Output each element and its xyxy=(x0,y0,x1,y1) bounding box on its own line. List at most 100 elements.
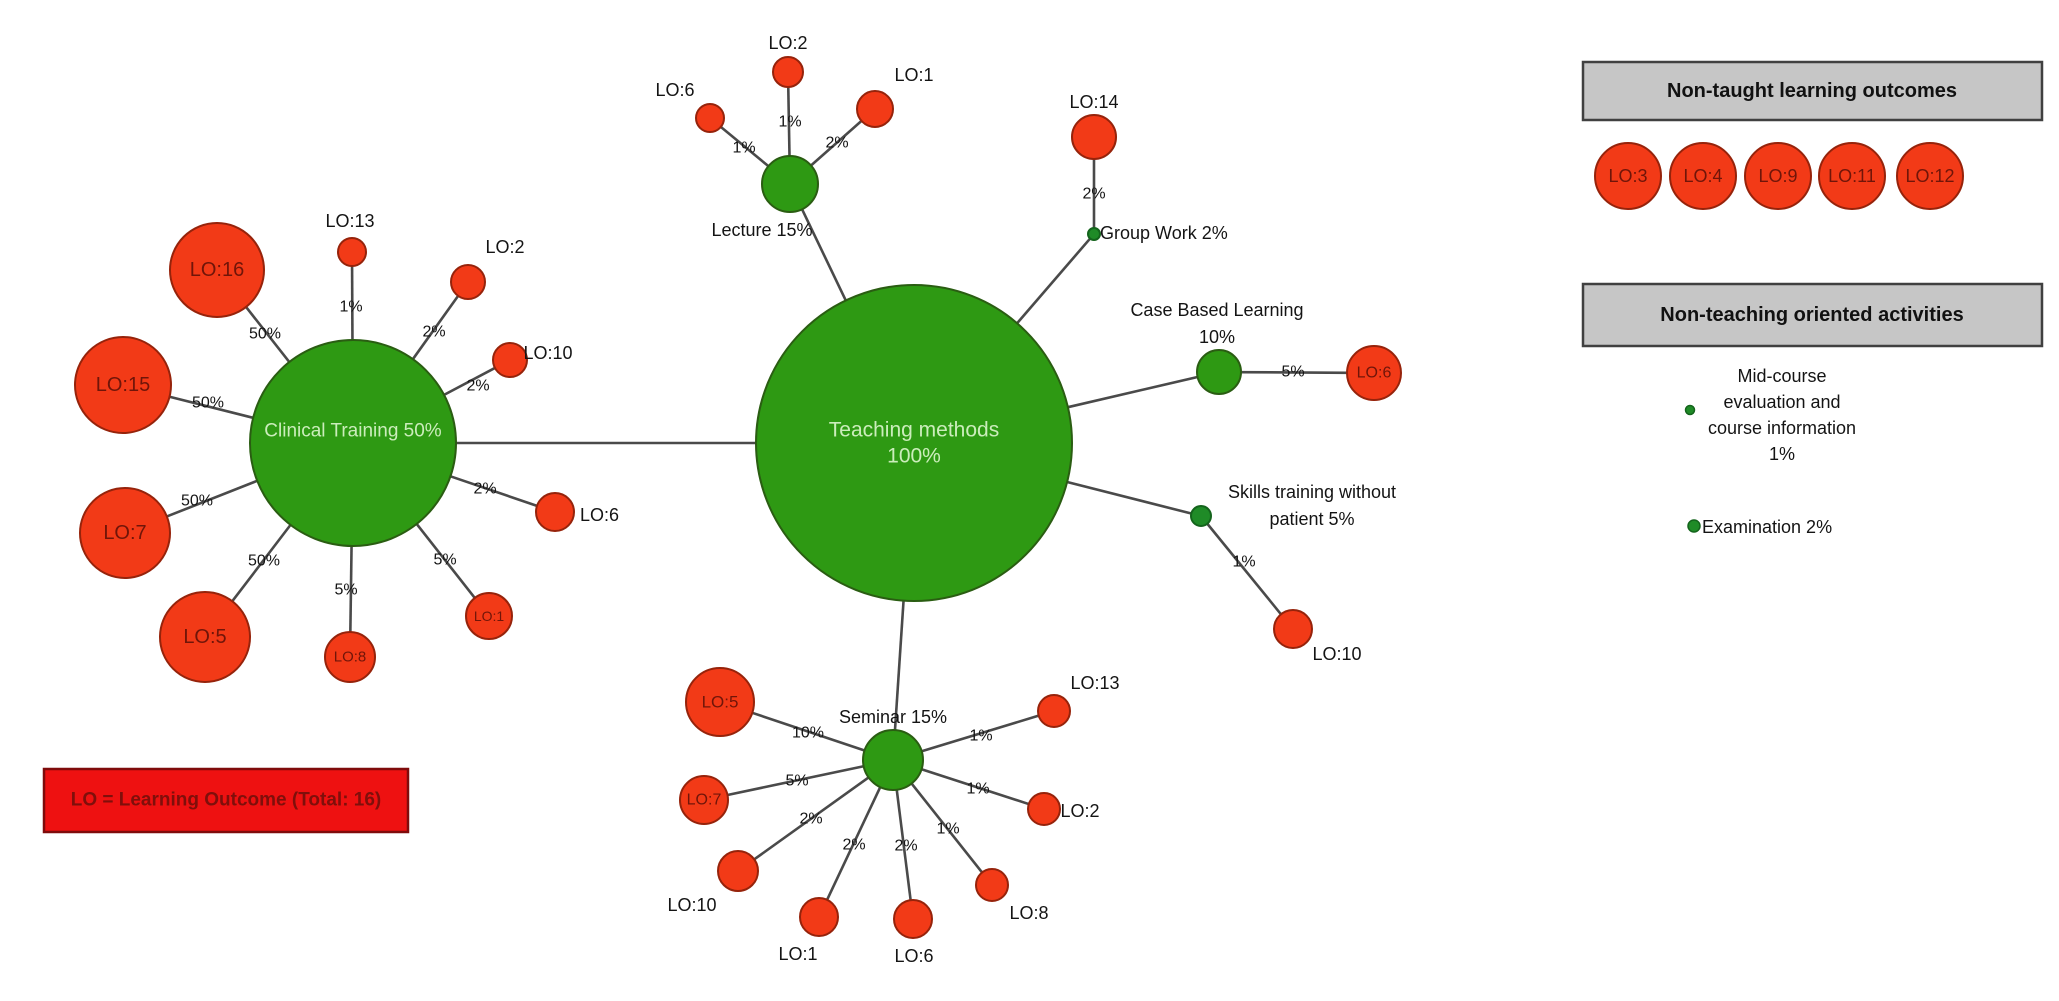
link-percent-label: 10% xyxy=(792,725,824,742)
label-ct-lo8: LO:8 xyxy=(334,649,367,666)
activity-label-0: Mid-course xyxy=(1737,366,1826,386)
node-ct-lo1 xyxy=(465,592,513,640)
link-percent-label: 50% xyxy=(248,553,280,570)
link-line xyxy=(349,545,353,633)
link-line xyxy=(895,789,912,901)
link-percent-label: 1% xyxy=(969,728,992,745)
link-line xyxy=(810,119,863,167)
links-layer xyxy=(166,86,1348,901)
label-ct-lo13: LO:13 xyxy=(325,211,374,231)
link-line xyxy=(1206,522,1283,616)
label-skills: Skills training without xyxy=(1228,482,1396,502)
node-sem-lo1 xyxy=(799,897,839,937)
node-lec-lo2 xyxy=(772,56,804,88)
label-cbl-lo6: LO:6 xyxy=(1357,365,1392,382)
label-teaching: Teaching methods xyxy=(829,419,999,442)
node-lec-lo6 xyxy=(695,103,725,133)
label-cbl: 10% xyxy=(1199,327,1235,347)
node-clinical xyxy=(249,339,457,547)
link-line xyxy=(443,366,496,397)
node-groupwork xyxy=(1087,227,1101,241)
link-percent-label: 50% xyxy=(192,395,224,412)
activity-dot-1 xyxy=(1687,519,1701,533)
link-line xyxy=(910,782,984,874)
link-percent-label: 2% xyxy=(1082,186,1105,203)
node-sem-lo13 xyxy=(1037,694,1071,728)
label-gw-lo14: LO:14 xyxy=(1069,92,1118,112)
link-line xyxy=(411,295,460,360)
label-sem-lo6: LO:6 xyxy=(894,946,933,966)
label-ct-lo16: LO:16 xyxy=(190,259,244,281)
link-percent-label: 2% xyxy=(466,378,489,395)
activity-label-0: course information xyxy=(1708,418,1856,438)
link-percent-label: 2% xyxy=(894,838,917,855)
link-line xyxy=(1016,237,1092,325)
non-taught-legend-box xyxy=(1581,60,2044,122)
label-sem-lo8: LO:8 xyxy=(1009,903,1048,923)
node-ct-lo10 xyxy=(492,342,528,378)
legend-label-lo4: LO:4 xyxy=(1683,166,1722,186)
node-cbl-lo6 xyxy=(1346,345,1402,401)
label-ct-lo5: LO:5 xyxy=(183,626,226,648)
link-percent-label: 5% xyxy=(1281,364,1304,381)
link-percent-label: 2% xyxy=(473,481,496,498)
label-sem-lo10: LO:10 xyxy=(667,895,716,915)
label-cbl: Case Based Learning xyxy=(1130,300,1303,320)
label-skills: patient 5% xyxy=(1269,509,1354,529)
label-sem-lo1: LO:1 xyxy=(778,944,817,964)
link-percent-label: 1% xyxy=(966,781,989,798)
node-ct-lo16 xyxy=(169,222,265,318)
link-line xyxy=(1240,370,1348,375)
link-line xyxy=(166,479,258,518)
legend-node-lo11 xyxy=(1818,142,1886,210)
node-sem-lo10 xyxy=(717,850,759,892)
non-teaching-legend-box xyxy=(1581,282,2044,348)
activity-label-1: Examination 2% xyxy=(1702,517,1832,537)
link-line xyxy=(169,395,254,420)
activity-label-0: 1% xyxy=(1769,444,1795,464)
node-ct-lo7 xyxy=(79,487,171,579)
label-clinical: Clinical Training 50% xyxy=(264,421,442,442)
label-lec-lo2: LO:2 xyxy=(768,33,807,53)
non-teaching-legend-title: Non-teaching oriented activities xyxy=(1660,304,1963,326)
node-ct-lo2 xyxy=(450,264,486,300)
link-percent-label: 2% xyxy=(825,135,848,152)
legend-node-lo3 xyxy=(1594,142,1662,210)
note-layer: LO = Learning Outcome (Total: 16) xyxy=(42,767,410,834)
node-sem-lo8 xyxy=(975,868,1009,902)
link-line xyxy=(893,600,905,731)
link-percent-label: 50% xyxy=(249,326,281,343)
label-lec-lo1: LO:1 xyxy=(894,65,933,85)
nodes-layer xyxy=(74,56,1402,939)
activity-label-0: evaluation and xyxy=(1723,392,1840,412)
link-percent-label: 2% xyxy=(842,837,865,854)
label-sem-lo5: LO:5 xyxy=(702,693,739,712)
link-line xyxy=(415,523,476,599)
link-line xyxy=(800,208,847,302)
legend-label-lo11: LO:11 xyxy=(1828,166,1876,186)
link-percent-label: 2% xyxy=(799,811,822,828)
node-sem-lo5 xyxy=(685,667,755,737)
note-label: LO = Learning Outcome (Total: 16) xyxy=(71,790,382,811)
link-line xyxy=(1066,480,1192,515)
link-line xyxy=(751,711,865,752)
link-line xyxy=(921,768,1030,806)
link-percent-label: 1% xyxy=(732,140,755,157)
link-percent-label: 5% xyxy=(334,582,357,599)
label-ct-lo1: LO:1 xyxy=(474,608,505,624)
labels-layer: 50% 1% 2% 2% 50% 2% 50% 50% 5% 5% 1% 1% 2% 2% 5% 1% 10% 5… xyxy=(96,33,1396,966)
node-ct-lo6 xyxy=(535,492,575,532)
link-line xyxy=(245,306,291,363)
node-ct-lo8 xyxy=(324,631,376,683)
node-ct-lo5 xyxy=(159,591,251,683)
node-ct-lo15 xyxy=(74,336,172,434)
node-lecture xyxy=(761,155,819,213)
link-percent-label: 1% xyxy=(936,821,959,838)
node-teaching xyxy=(755,284,1073,602)
link-percent-label: 5% xyxy=(785,773,808,790)
node-sem-lo7 xyxy=(679,775,729,825)
link-percent-label: 50% xyxy=(181,493,213,510)
link-line xyxy=(231,524,292,603)
